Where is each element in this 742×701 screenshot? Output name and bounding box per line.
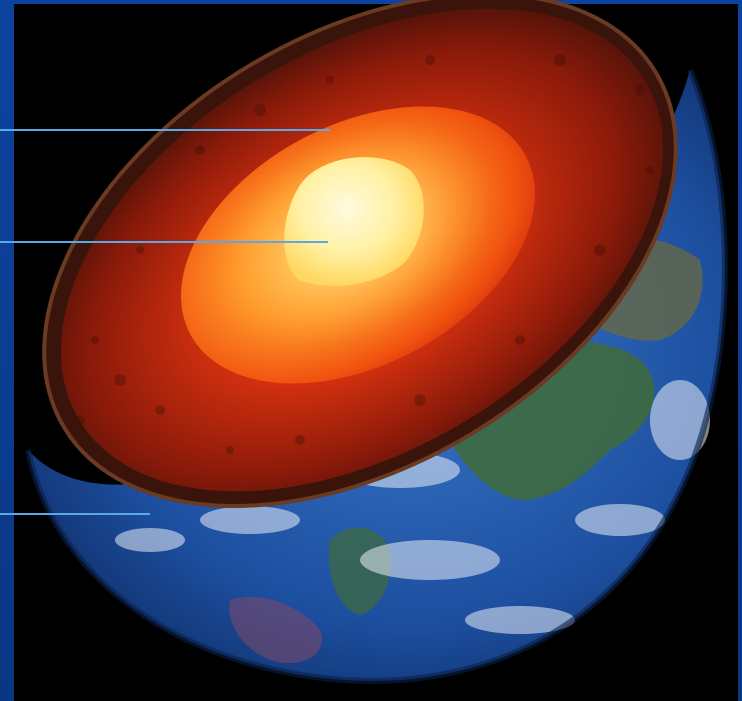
inner-core-layer bbox=[284, 157, 424, 286]
pointer-lines bbox=[0, 129, 330, 515]
land-mass bbox=[229, 596, 322, 664]
mantle-texture bbox=[75, 54, 654, 454]
